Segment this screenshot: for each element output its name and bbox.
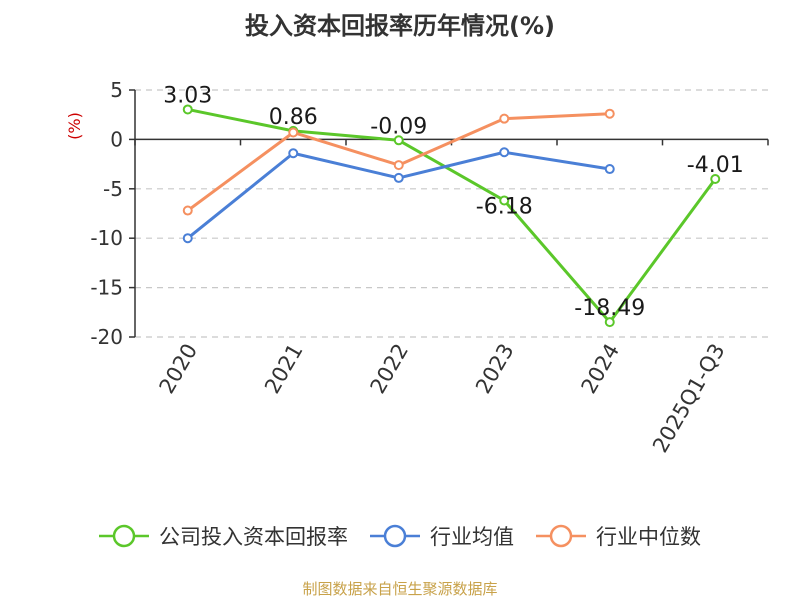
y-tick-label: -15	[90, 276, 123, 300]
data-point	[710, 174, 721, 185]
x-tick-label: 2025Q1-Q3	[648, 340, 730, 457]
data-labels: 3.03 0.86 -0.09 -6.18 -18.49 -4.01	[163, 83, 743, 321]
y-tick-label: 0	[110, 127, 123, 151]
y-tick-label: -10	[90, 226, 123, 250]
y-tick-label: 5	[110, 78, 123, 102]
x-tick-label: 2022	[366, 340, 414, 398]
data-point	[182, 205, 193, 216]
legend-swatch	[370, 524, 420, 548]
data-point	[393, 135, 404, 146]
data-label: -4.01	[687, 153, 744, 178]
legend: 公司投入资本回报率 行业均值 行业中位数	[0, 519, 800, 553]
legend-label: 公司投入资本回报率	[159, 525, 348, 549]
legend-item: 行业均值	[370, 521, 514, 551]
data-point	[288, 127, 299, 138]
data-point	[499, 195, 510, 206]
series-lines	[182, 104, 721, 328]
grid-lines	[135, 89, 768, 338]
data-point	[604, 317, 615, 328]
legend-label: 行业中位数	[596, 525, 701, 549]
data-point	[604, 108, 615, 119]
legend-swatch	[99, 524, 149, 548]
data-point	[499, 147, 510, 158]
data-point	[182, 104, 193, 115]
series-line	[187, 107, 717, 324]
chart-title: 投入资本回报率历年情况(%)	[245, 12, 555, 40]
y-axis-unit-label: (%)	[65, 112, 84, 140]
x-tick-label: 2023	[471, 340, 519, 398]
legend-item: 行业中位数	[536, 521, 701, 551]
x-tick-label: 2021	[260, 340, 308, 398]
data-point	[182, 233, 193, 244]
legend-swatch	[536, 524, 586, 548]
x-tick-label: 2024	[577, 340, 625, 398]
y-tick-label: -20	[90, 325, 123, 349]
data-point	[499, 113, 510, 124]
data-label: 0.86	[269, 105, 318, 130]
data-point	[393, 160, 404, 171]
legend-swatch-marker	[112, 524, 136, 548]
data-label: -18.49	[574, 296, 645, 321]
y-tick-label: -5	[103, 177, 123, 201]
legend-swatch-marker	[383, 524, 407, 548]
legend-label: 行业均值	[430, 525, 514, 549]
data-point	[393, 172, 404, 183]
legend-swatch-marker	[549, 524, 573, 548]
data-point	[604, 164, 615, 175]
data-label: -0.09	[370, 114, 427, 139]
data-label: -6.18	[476, 194, 533, 219]
source-note: 制图数据来自恒生聚源数据库	[302, 580, 498, 598]
data-point	[288, 148, 299, 159]
x-tick-label: 2020	[155, 340, 203, 398]
legend-item: 公司投入资本回报率	[99, 521, 348, 551]
data-label: 3.03	[163, 83, 212, 108]
